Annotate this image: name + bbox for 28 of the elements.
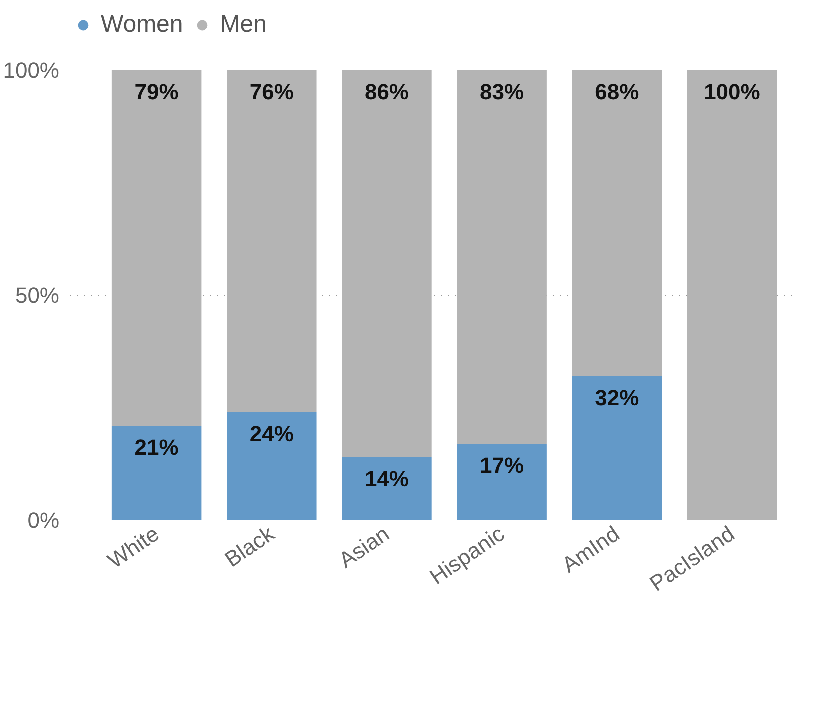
bar: [227, 412, 317, 520]
y-tick-label: 0%: [28, 508, 60, 533]
bar: [112, 70, 202, 426]
data-label: 17%: [480, 453, 524, 478]
data-label: 76%: [250, 80, 294, 104]
data-label: 68%: [595, 80, 640, 104]
data-label: 24%: [250, 422, 294, 446]
legend-label: Women: [101, 11, 184, 39]
data-label: 32%: [595, 386, 640, 410]
data-label: 100%: [704, 80, 760, 104]
bar: [342, 70, 432, 458]
data-label: 86%: [364, 80, 409, 104]
bar: [687, 70, 778, 520]
x-tick-label: White: [103, 521, 164, 574]
legend-label: Men: [220, 11, 267, 39]
data-label: 79%: [134, 80, 179, 104]
bar: [227, 70, 317, 412]
data-label: 83%: [480, 80, 524, 104]
bar: [457, 70, 547, 444]
bar: [572, 376, 662, 520]
bar: [572, 70, 662, 376]
data-label: 21%: [134, 435, 179, 460]
bar: [342, 458, 432, 520]
data-label: 14%: [364, 466, 409, 492]
bar: [457, 444, 547, 520]
y-tick-label: 100%: [3, 58, 60, 83]
y-tick-label: 50%: [15, 283, 60, 308]
bar: [112, 426, 202, 520]
